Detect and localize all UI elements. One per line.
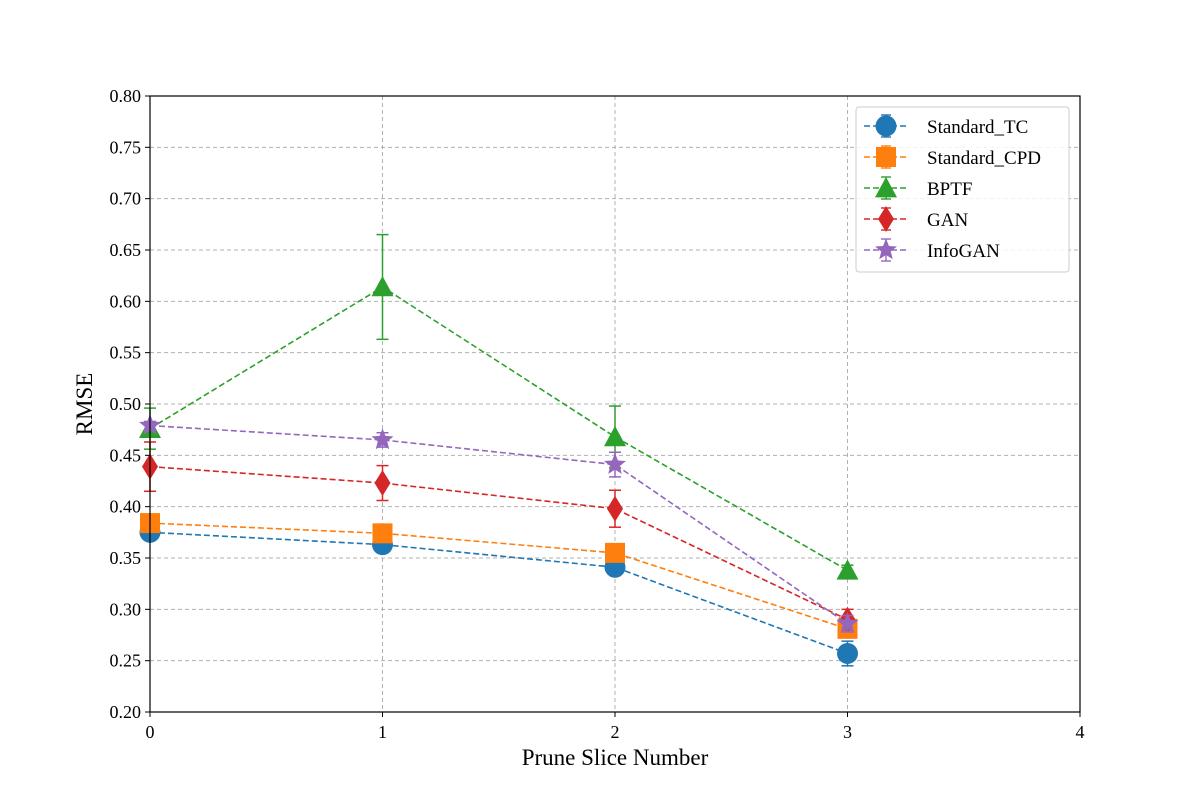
y-tick-label: 0.75 [110,137,142,157]
legend-label: Standard_CPD [927,148,1041,169]
axis-ticks: 0 1 2 3 4 0.20 0.25 0.30 0.35 0.40 0.45 0.50 0.55 0.6… [110,86,1085,742]
grid-lines [149,95,1081,713]
y-tick-label: 0.50 [110,394,142,414]
legend-item: Standard_TC [864,114,1028,138]
legend-marker [875,115,897,137]
y-tick-label: 0.40 [110,497,142,517]
legend-marker [875,238,897,260]
legend-item: BPTF [864,176,972,200]
data-point [371,428,394,450]
x-tick-label: 4 [1076,722,1085,742]
y-axis-title: RMSE [72,373,97,436]
legend-label: InfoGAN [927,241,1000,262]
data-point [605,542,625,563]
series-line [149,465,848,621]
data-point [607,495,623,522]
legend-label: Standard_TC [927,117,1028,138]
data-point [371,275,394,297]
legend-label: BPTF [927,179,972,200]
legend-box [855,106,1070,273]
y-tick-label: 0.35 [110,548,142,568]
series-layer [139,233,859,667]
data-point [836,612,859,634]
legend-item: Standard_CPD [864,145,1041,169]
y-tick-label: 0.80 [110,86,142,106]
legend-item: GAN [864,206,968,232]
y-tick-label: 0.70 [110,189,142,209]
legend-item: InfoGAN [864,238,1000,262]
legend-marker [878,206,894,232]
x-tick-label: 2 [611,722,620,742]
data-point [604,453,626,474]
series-InfoGAN [139,414,859,634]
data-point [372,523,393,544]
series-BPTF [139,233,859,580]
legend: Standard_TC Standard_CPD BPTF GAN InfoGAN [855,106,1070,273]
data-point [374,470,391,497]
y-tick-label: 0.65 [110,240,142,260]
x-tick-label: 0 [146,722,155,742]
y-tick-label: 0.60 [110,291,142,311]
y-tick-label: 0.30 [110,599,142,619]
y-tick-label: 0.20 [110,702,142,722]
series-line [149,424,848,625]
series-line [149,286,848,572]
series-line [149,522,848,630]
x-axis-title: Prune Slice Number [522,745,709,770]
x-tick-label: 1 [378,722,387,742]
data-point [604,425,626,447]
series-Standard_TC [139,521,858,667]
y-tick-label: 0.55 [110,343,142,363]
series-Standard_CPD [140,513,858,639]
y-tick-label: 0.45 [110,445,142,465]
y-tick-label: 0.25 [110,651,142,671]
legend-marker [876,147,896,167]
data-point [836,559,859,580]
x-tick-label: 3 [843,722,852,742]
legend-label: GAN [927,210,968,231]
data-point [837,642,858,664]
series-line [149,531,848,655]
legend-marker [875,177,897,198]
